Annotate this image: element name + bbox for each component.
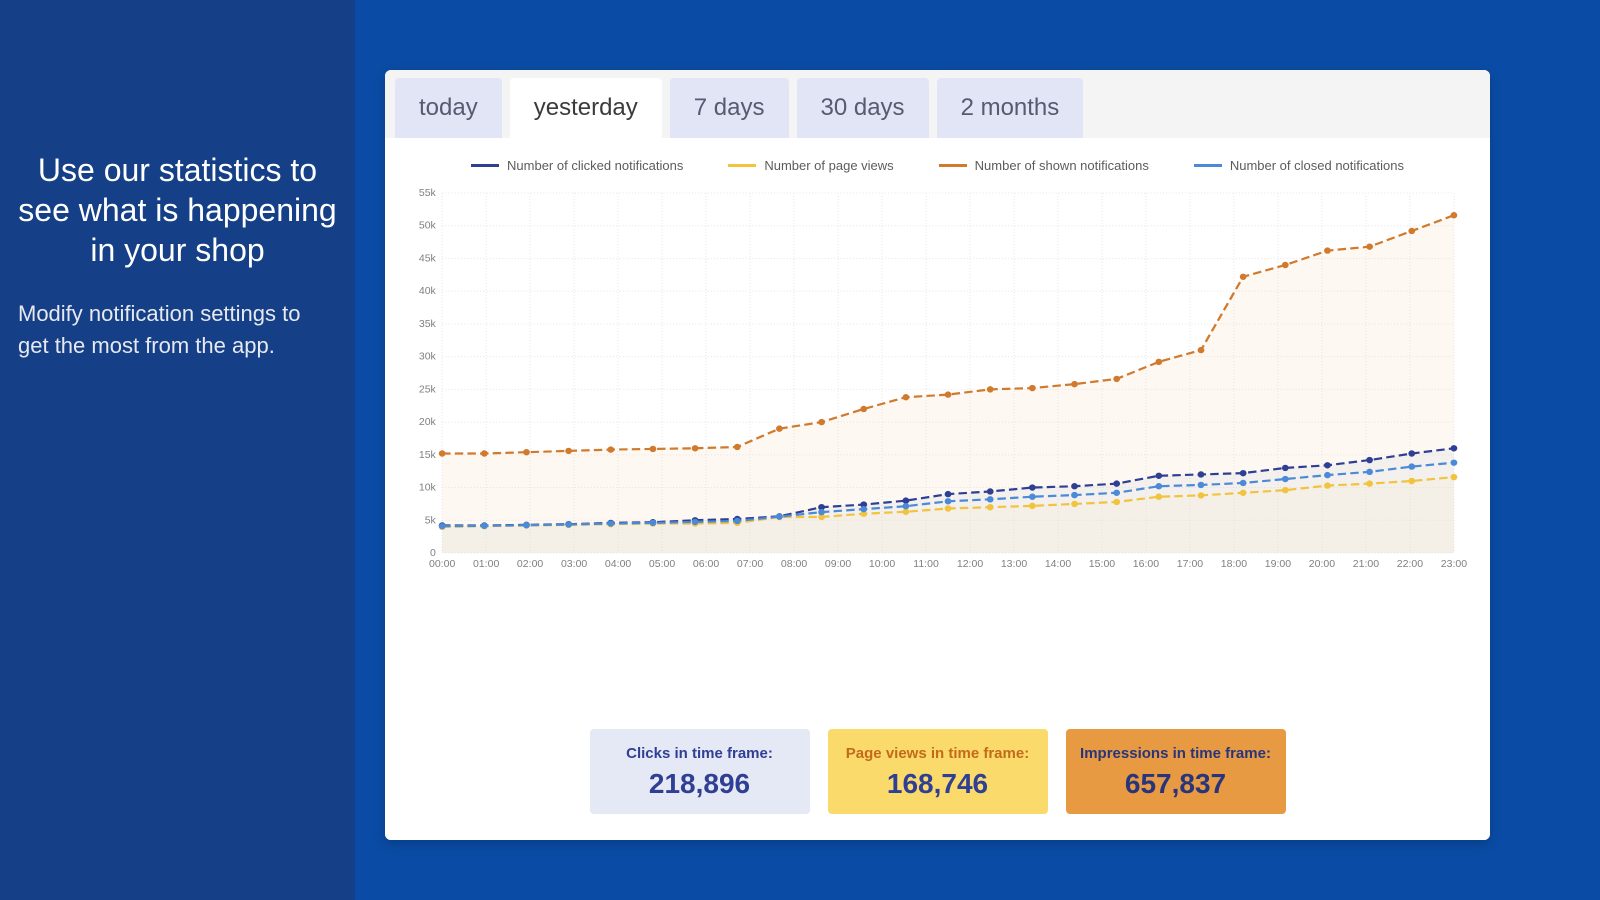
svg-text:20:00: 20:00 — [1309, 559, 1336, 570]
svg-text:18:00: 18:00 — [1221, 559, 1248, 570]
stat-value: 168,746 — [838, 768, 1038, 800]
svg-text:07:00: 07:00 — [737, 559, 764, 570]
svg-text:06:00: 06:00 — [693, 559, 720, 570]
legend-swatch — [939, 164, 967, 167]
svg-text:11:00: 11:00 — [913, 559, 939, 570]
svg-text:45k: 45k — [419, 254, 437, 265]
svg-text:09:00: 09:00 — [825, 559, 852, 570]
tab-yesterday[interactable]: yesterday — [510, 78, 662, 138]
legend-label: Number of clicked notifications — [507, 158, 683, 173]
svg-text:00:00: 00:00 — [429, 559, 456, 570]
legend-label: Number of page views — [764, 158, 893, 173]
svg-text:22:00: 22:00 — [1397, 559, 1424, 570]
svg-text:20k: 20k — [419, 417, 437, 428]
svg-text:15:00: 15:00 — [1089, 559, 1116, 570]
stats-panel: todayyesterday7 days30 days2 months Numb… — [385, 70, 1490, 840]
legend-item: Number of shown notifications — [939, 158, 1149, 173]
stat-card: Page views in time frame: 168,746 — [828, 729, 1048, 814]
svg-text:08:00: 08:00 — [781, 559, 808, 570]
legend-item: Number of page views — [728, 158, 893, 173]
svg-text:02:00: 02:00 — [517, 559, 544, 570]
svg-text:21:00: 21:00 — [1353, 559, 1380, 570]
svg-text:14:00: 14:00 — [1045, 559, 1072, 570]
svg-text:35k: 35k — [419, 319, 437, 330]
stat-label: Clicks in time frame: — [600, 745, 800, 762]
svg-text:55k: 55k — [419, 188, 437, 199]
svg-text:30k: 30k — [419, 352, 437, 363]
stat-value: 657,837 — [1076, 768, 1276, 800]
legend-label: Number of shown notifications — [975, 158, 1149, 173]
stat-label: Page views in time frame: — [838, 745, 1038, 762]
svg-text:04:00: 04:00 — [605, 559, 632, 570]
legend-item: Number of closed notifications — [1194, 158, 1404, 173]
tab-7-days[interactable]: 7 days — [670, 78, 789, 138]
svg-text:01:00: 01:00 — [473, 559, 500, 570]
svg-text:0: 0 — [430, 548, 436, 559]
sidebar-heading: Use our statistics to see what is happen… — [18, 150, 337, 270]
chart-legend: Number of clicked notifications Number of… — [400, 158, 1475, 173]
legend-swatch — [471, 164, 499, 167]
chart-area: Number of clicked notifications Number of… — [385, 138, 1490, 709]
svg-text:16:00: 16:00 — [1133, 559, 1160, 570]
sidebar-subtext: Modify notification settings to get the … — [18, 298, 337, 362]
main-area: todayyesterday7 days30 days2 months Numb… — [355, 0, 1600, 900]
svg-text:40k: 40k — [419, 286, 437, 297]
line-chart: 0 5k 10k 15k 20k 25k 30k 35k 40k 45k 50k 55k 00:00 01… — [400, 183, 1475, 583]
tab-today[interactable]: today — [395, 78, 502, 138]
sidebar: Use our statistics to see what is happen… — [0, 0, 355, 900]
svg-text:17:00: 17:00 — [1177, 559, 1204, 570]
svg-text:23:00: 23:00 — [1441, 559, 1468, 570]
svg-text:03:00: 03:00 — [561, 559, 588, 570]
svg-text:12:00: 12:00 — [957, 559, 984, 570]
tab-2-months[interactable]: 2 months — [937, 78, 1084, 138]
legend-label: Number of closed notifications — [1230, 158, 1404, 173]
tab-30-days[interactable]: 30 days — [797, 78, 929, 138]
svg-text:15k: 15k — [419, 450, 437, 461]
legend-swatch — [728, 164, 756, 167]
stat-card: Impressions in time frame: 657,837 — [1066, 729, 1286, 814]
svg-text:10:00: 10:00 — [869, 559, 896, 570]
svg-text:05:00: 05:00 — [649, 559, 676, 570]
stat-label: Impressions in time frame: — [1076, 745, 1276, 762]
svg-text:13:00: 13:00 — [1001, 559, 1028, 570]
legend-item: Number of clicked notifications — [471, 158, 683, 173]
svg-text:19:00: 19:00 — [1265, 559, 1292, 570]
legend-swatch — [1194, 164, 1222, 167]
svg-text:5k: 5k — [425, 515, 437, 526]
svg-text:50k: 50k — [419, 221, 437, 232]
svg-text:25k: 25k — [419, 385, 437, 396]
stat-value: 218,896 — [600, 768, 800, 800]
timeframe-tabs: todayyesterday7 days30 days2 months — [385, 70, 1490, 138]
stat-card: Clicks in time frame: 218,896 — [590, 729, 810, 814]
stats-row: Clicks in time frame: 218,896 Page views i… — [385, 709, 1490, 840]
svg-text:10k: 10k — [419, 483, 437, 494]
